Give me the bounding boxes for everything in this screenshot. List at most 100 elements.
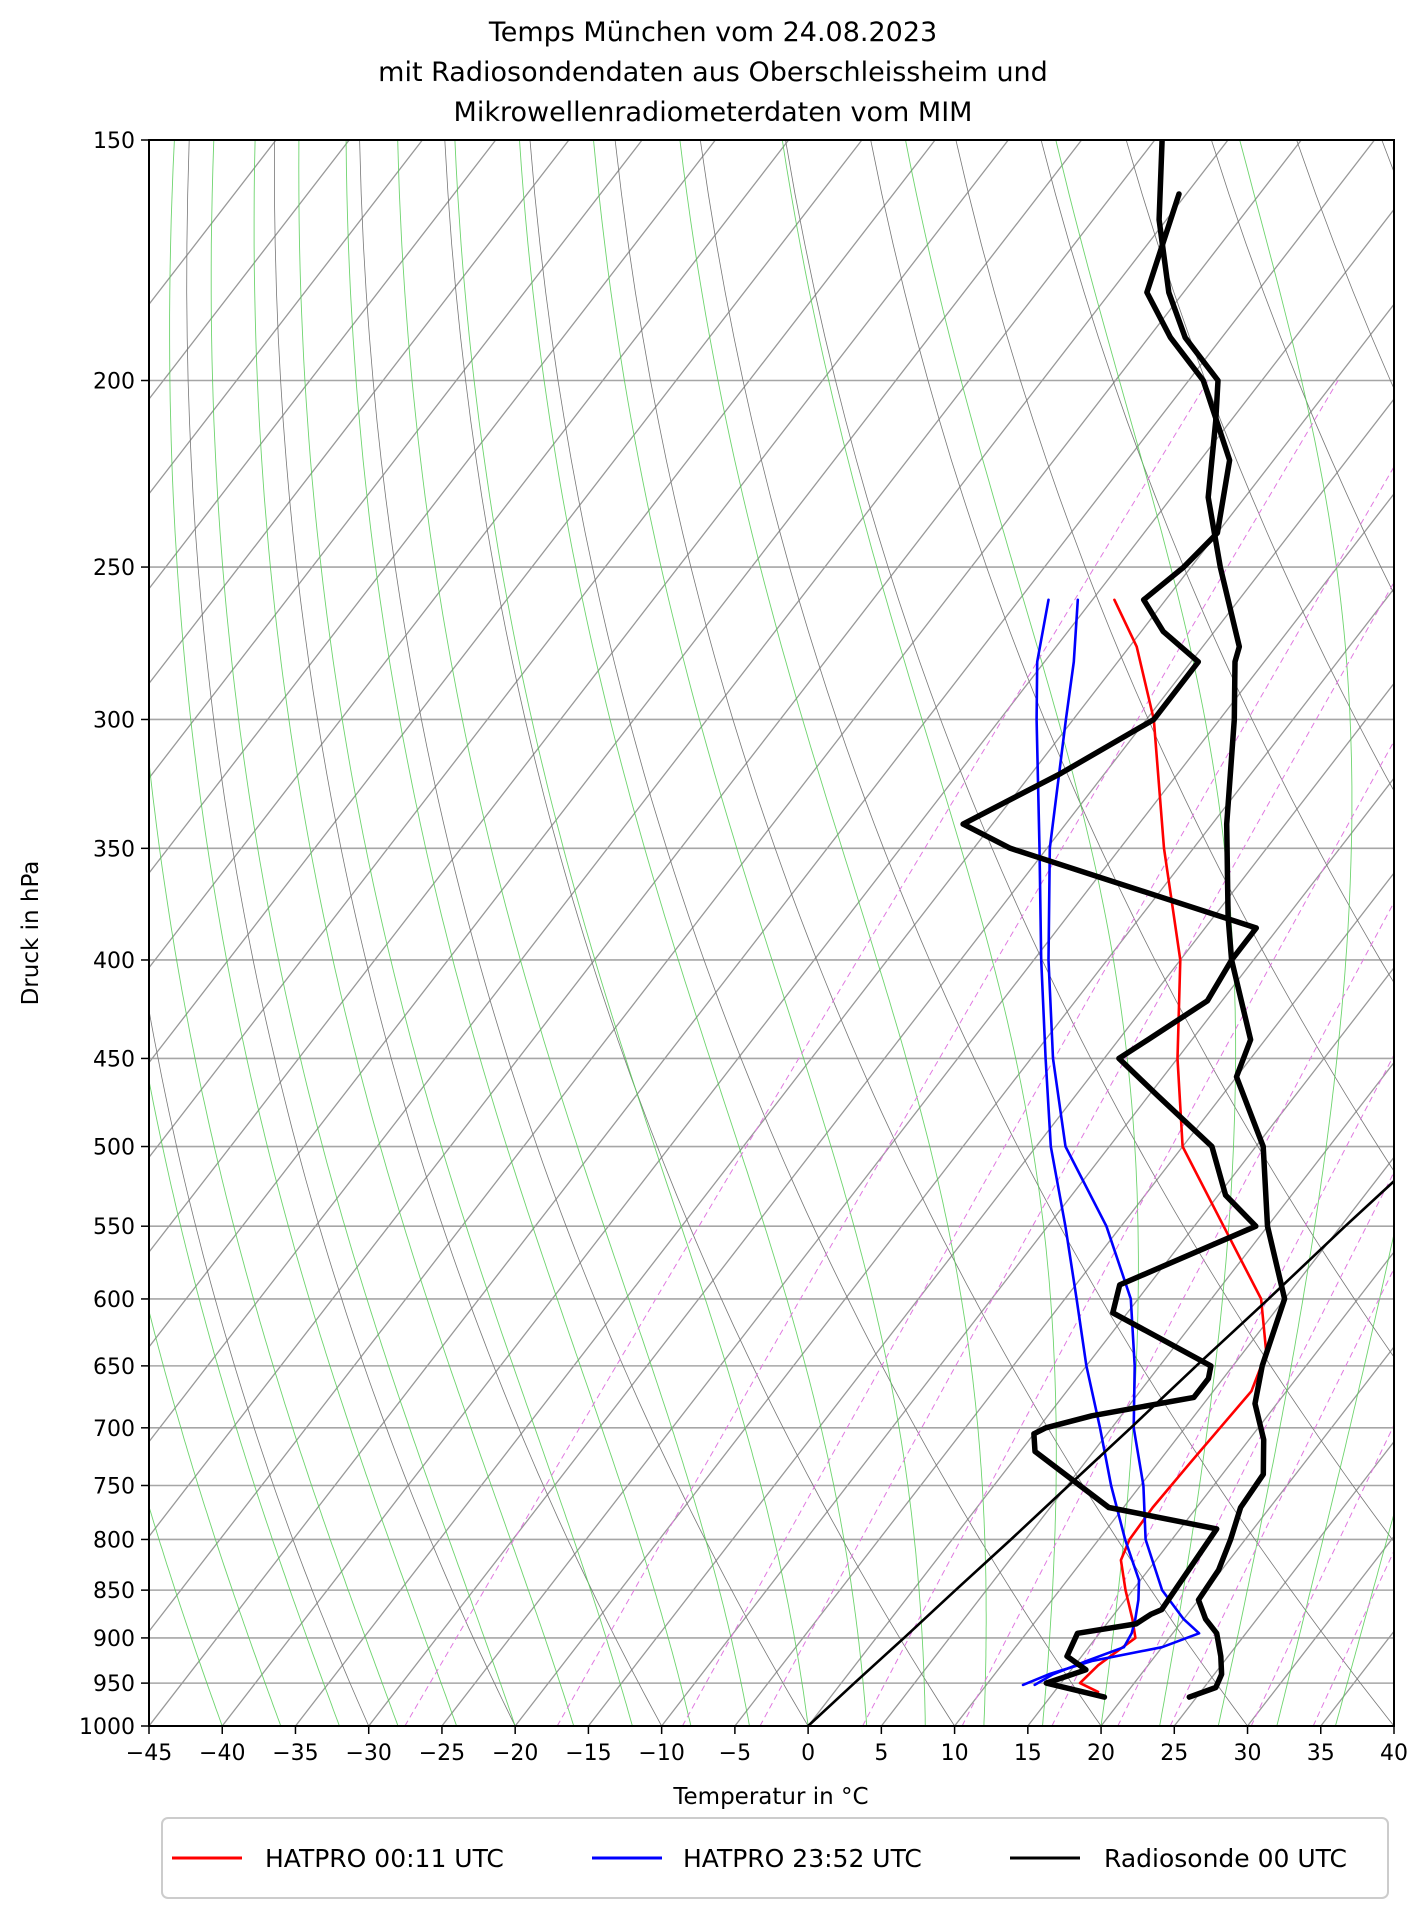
mixing-ratio-line xyxy=(1117,1171,1394,1726)
x-tick-label: 15 xyxy=(1014,1741,1042,1766)
dry-adiabat-line xyxy=(614,140,1248,1726)
dry-adiabat-line xyxy=(955,140,1394,1172)
y-tick-label: 600 xyxy=(93,1288,135,1313)
dry-adiabat-line xyxy=(785,140,1394,1543)
isotherm-line xyxy=(149,140,1302,1633)
x-tick-label: 25 xyxy=(1160,1741,1188,1766)
x-tick-label: −10 xyxy=(638,1741,684,1766)
mixing-ratio-line xyxy=(556,380,1339,1726)
dry-adiabat-line xyxy=(359,140,809,1726)
y-tick-label: 450 xyxy=(93,1047,135,1072)
isotherm-line xyxy=(149,140,643,780)
isotherm-line xyxy=(1027,1251,1394,1726)
moist-adiabat-line xyxy=(298,140,633,1726)
legend-label-hatpro-2352: HATPRO 23:52 UTC xyxy=(683,1844,922,1873)
isotherm-line xyxy=(149,140,1376,1726)
y-tick-label: 250 xyxy=(93,556,135,581)
isotherm-line xyxy=(1393,1724,1394,1726)
isotherm-line xyxy=(149,140,1156,1443)
y-tick-label: 550 xyxy=(93,1215,135,1240)
mixing-ratio-line xyxy=(862,740,1394,1726)
dry-adiabat-line xyxy=(870,140,1394,1358)
mixing-ratio-line xyxy=(1396,381,1427,1727)
x-tick-label: −20 xyxy=(492,1741,538,1766)
moist-adiabat-line xyxy=(1055,140,1237,1726)
moist-adiabat-line xyxy=(781,140,1057,1726)
isotherm-line xyxy=(1100,1345,1394,1726)
data-lines xyxy=(806,140,1394,1726)
dry-adiabat-line xyxy=(1040,140,1394,984)
moist-adiabat-line xyxy=(679,140,987,1726)
isotherm-line xyxy=(441,492,1394,1726)
x-tick-label: 0 xyxy=(801,1741,815,1766)
isotherm-line xyxy=(149,140,423,495)
y-tick-label: 300 xyxy=(93,708,135,733)
moist-adiabat-line xyxy=(149,757,399,1726)
isotherm-line xyxy=(149,140,1083,1349)
isotherm-line xyxy=(149,140,790,969)
series-line-radiosonde-00-utc-3 xyxy=(1156,140,1288,1700)
x-tick-label: −35 xyxy=(272,1741,318,1766)
dry-adiabat-line xyxy=(1381,140,1394,174)
isotherm-line xyxy=(149,140,350,401)
mixing-ratio-line xyxy=(1051,1053,1394,1726)
x-tick-label: −30 xyxy=(345,1741,391,1766)
dry-adiabat-line xyxy=(529,140,1102,1726)
dry-adiabat-line xyxy=(444,140,955,1726)
y-tick-label: 200 xyxy=(93,370,135,395)
moist-adiabat-line xyxy=(519,140,868,1726)
moist-adiabat-line xyxy=(149,1505,223,1726)
x-tick-label: 10 xyxy=(941,1741,969,1766)
dry-adiabat-line xyxy=(149,1008,370,1726)
moist-adiabat-line xyxy=(1217,140,1353,1726)
isotherm-line xyxy=(149,140,936,1159)
moist-adiabat-line xyxy=(905,140,1139,1726)
mixing-ratio-line xyxy=(961,901,1394,1726)
dry-adiabat-line xyxy=(1125,140,1394,792)
x-tick-label: −45 xyxy=(126,1741,172,1766)
y-axis-label: Druck in hPa xyxy=(18,861,44,1006)
y-tick-label: 850 xyxy=(93,1579,135,1604)
chart-title-line-3: Mikrowellenradiometerdaten vom MIM xyxy=(454,97,973,128)
y-tick-label: 750 xyxy=(93,1474,135,1499)
y-tick-label: 1000 xyxy=(79,1715,135,1740)
axes: −45 −40 −35 −30 −25 −20 −15 −10 −5 0 5 10 15 20 25 30 35… xyxy=(79,129,1408,1766)
moist-adiabat-line xyxy=(149,1309,282,1726)
isotherm-line xyxy=(149,140,570,685)
legend-box xyxy=(161,1817,1389,1899)
isotherm-line xyxy=(149,140,863,1064)
dry-adiabat-line xyxy=(699,140,1394,1726)
y-tick-label: 150 xyxy=(93,129,135,154)
moist-adiabat-line xyxy=(593,140,926,1726)
moist-adiabat-line xyxy=(397,140,750,1726)
y-tick-label: 350 xyxy=(93,837,135,862)
moist-adiabat-line xyxy=(1334,1511,1394,1726)
mixing-ratio-line xyxy=(681,465,1394,1726)
y-tick-label: 500 xyxy=(93,1136,135,1161)
isotherm-line xyxy=(661,777,1394,1726)
isotherm-line xyxy=(880,1061,1394,1726)
moist-adiabat-line xyxy=(253,140,575,1726)
x-tick-label: 20 xyxy=(1087,1741,1115,1766)
x-tick-label: 35 xyxy=(1307,1741,1335,1766)
isotherm-line xyxy=(587,682,1394,1726)
moist-adiabat-line xyxy=(210,140,516,1726)
x-tick-label: −25 xyxy=(419,1741,465,1766)
x-tick-label: 30 xyxy=(1234,1741,1262,1766)
dry-adiabat-line xyxy=(1296,140,1394,390)
y-tick-label: 900 xyxy=(93,1627,135,1652)
y-tick-label: 400 xyxy=(93,949,135,974)
x-axis-label: Temperatur in °C xyxy=(672,1784,868,1810)
isotherm-line xyxy=(149,140,716,875)
moist-adiabat-line xyxy=(345,140,692,1726)
chart-title-line-2: mit Radiosondendaten aus Oberschleisshei… xyxy=(378,57,1048,88)
isotherm-line xyxy=(807,966,1394,1726)
moist-adiabat-line xyxy=(169,140,458,1726)
moist-adiabat-line xyxy=(1393,1724,1394,1726)
legend: HATPRO 00:11 UTC HATPRO 23:52 UTC Radios… xyxy=(161,1817,1389,1899)
isotherm-line xyxy=(221,208,1394,1726)
isotherm-line xyxy=(954,1156,1394,1726)
plot-frame xyxy=(148,139,1395,1727)
isotherm-line xyxy=(368,398,1394,1726)
